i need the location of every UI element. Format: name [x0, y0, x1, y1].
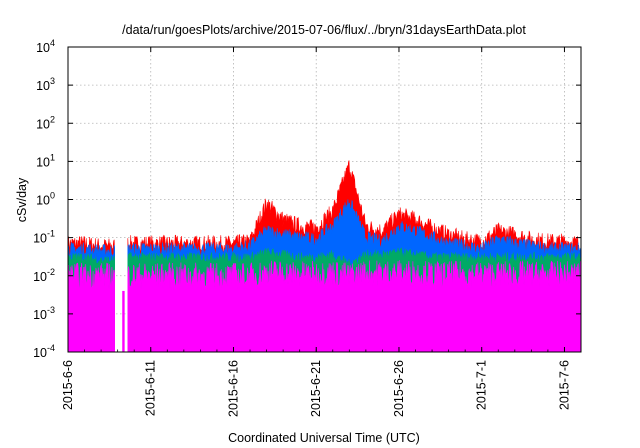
y-tick-label: 10-4 — [33, 343, 55, 360]
x-axis: 2015-6-6 2015-6-11 2015-6-16 2015-6-21 2015-… — [61, 47, 582, 417]
y-axis-label: cSv/day — [15, 177, 29, 222]
dropout-bar — [155, 290, 158, 352]
plot-area — [67, 160, 582, 353]
dropout-bar — [144, 290, 147, 352]
x-tick-label: 2015-7-1 — [475, 360, 489, 410]
dropout-bar — [296, 290, 300, 352]
dropout-bar — [111, 290, 114, 352]
x-tick-label: 2015-6-6 — [61, 360, 75, 410]
y-tick-label: 104 — [36, 38, 55, 55]
x-tick-label: 2015-6-16 — [226, 360, 240, 417]
x-tick-label: 2015-7-6 — [557, 360, 571, 410]
dropout-bar — [177, 290, 181, 352]
y-tick-label: 101 — [36, 152, 55, 169]
series-area — [67, 260, 582, 353]
y-tick-label: 103 — [36, 76, 55, 93]
dropout-bar — [409, 290, 412, 352]
dropout-bar — [353, 290, 357, 352]
x-axis-label: Coordinated Universal Time (UTC) — [228, 431, 420, 445]
chart-title: /data/run/goesPlots/archive/2015-07-06/f… — [122, 23, 526, 37]
y-tick-label: 102 — [36, 114, 55, 131]
x-tick-label: 2015-6-21 — [309, 360, 323, 417]
dropout-bar — [122, 290, 125, 352]
y-tick-label: 100 — [36, 191, 55, 208]
y-axis: 10-4 10-3 10-2 10-1 100 101 102 103 104 — [33, 38, 581, 360]
y-tick-label: 10-2 — [33, 267, 55, 284]
dropout-bar — [502, 290, 506, 352]
x-tick-label: 2015-6-11 — [144, 360, 158, 416]
dropout-bar — [287, 290, 291, 352]
x-tick-label: 2015-6-26 — [392, 360, 406, 417]
y-tick-label: 10-3 — [33, 305, 55, 322]
y-tick-label: 10-1 — [33, 229, 55, 246]
